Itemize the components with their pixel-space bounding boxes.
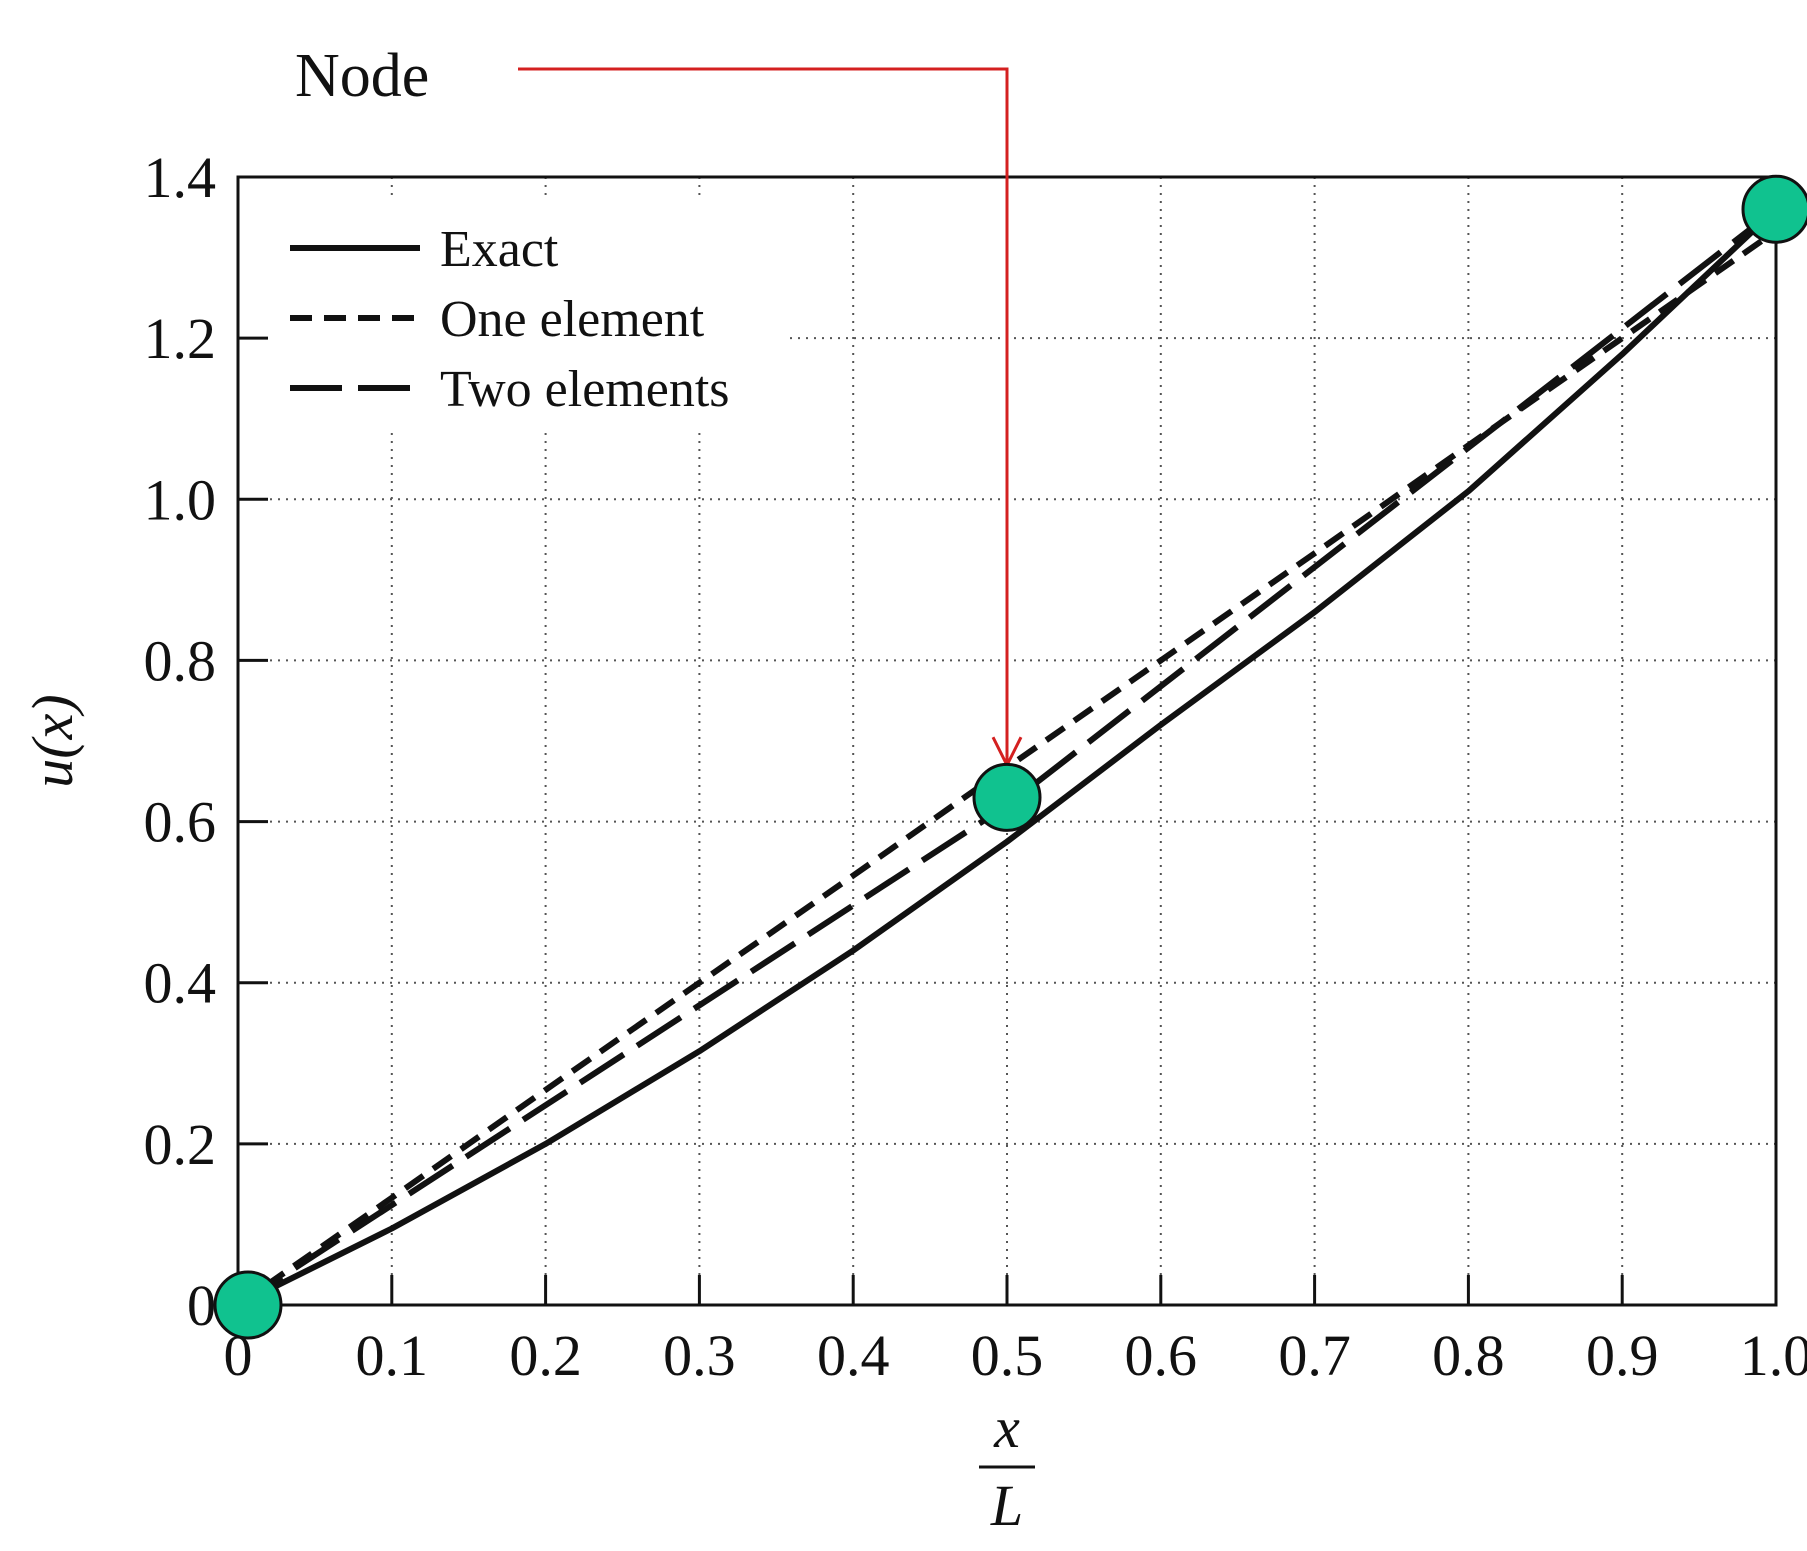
annotation-label: Node bbox=[295, 42, 429, 110]
series-line-0 bbox=[236, 207, 1779, 1308]
y-tick-label-4: 0.8 bbox=[144, 628, 217, 693]
x-tick-label-6: 0.6 bbox=[1125, 1323, 1198, 1388]
x-tick-label-2: 0.2 bbox=[509, 1323, 582, 1388]
legend: Exact One element Two elements bbox=[270, 200, 790, 430]
x-axis-label-denominator: L bbox=[990, 1473, 1023, 1538]
y-tick-label-1: 0.2 bbox=[144, 1112, 217, 1177]
x-tick-label-7: 0.7 bbox=[1278, 1323, 1351, 1388]
x-tick-label-5: 0.5 bbox=[971, 1323, 1044, 1388]
legend-background bbox=[270, 200, 790, 430]
y-tick-label-2: 0.4 bbox=[144, 951, 217, 1016]
y-tick-label-5: 1.0 bbox=[144, 467, 217, 532]
node-marker-1 bbox=[972, 762, 1042, 832]
node-marker-2 bbox=[1741, 174, 1807, 244]
x-axis-label-numerator: x bbox=[993, 1395, 1020, 1460]
axis-labels: u(x) x L bbox=[20, 694, 1035, 1538]
y-tick-label-0: 0 bbox=[187, 1273, 216, 1338]
x-tick-label-3: 0.3 bbox=[663, 1323, 736, 1388]
tick-labels: 0 0.1 0.2 0.3 0.4 0.5 0.6 0.7 0.8 0.9 1.000.20.40.… bbox=[144, 145, 1807, 1388]
node-marker-0 bbox=[213, 1270, 283, 1340]
y-tick-label-6: 1.2 bbox=[144, 306, 217, 371]
x-tick-label-1: 0.1 bbox=[356, 1323, 429, 1388]
annotation-arrow-line bbox=[518, 67, 1009, 766]
legend-label-0: Exact bbox=[440, 221, 559, 278]
y-tick-label-7: 1.4 bbox=[144, 145, 217, 210]
x-tick-label-4: 0.4 bbox=[817, 1323, 890, 1388]
annotation: Node bbox=[295, 42, 1023, 769]
y-axis-label: u(x) bbox=[20, 694, 85, 787]
y-tick-label-3: 0.6 bbox=[144, 790, 217, 855]
x-tick-label-10: 1.0 bbox=[1740, 1323, 1807, 1388]
x-tick-label-8: 0.8 bbox=[1432, 1323, 1505, 1388]
x-tick-label-9: 0.9 bbox=[1586, 1323, 1659, 1388]
legend-label-1: One element bbox=[440, 291, 705, 348]
nodes bbox=[213, 174, 1807, 1340]
legend-label-2: Two elements bbox=[440, 361, 730, 418]
